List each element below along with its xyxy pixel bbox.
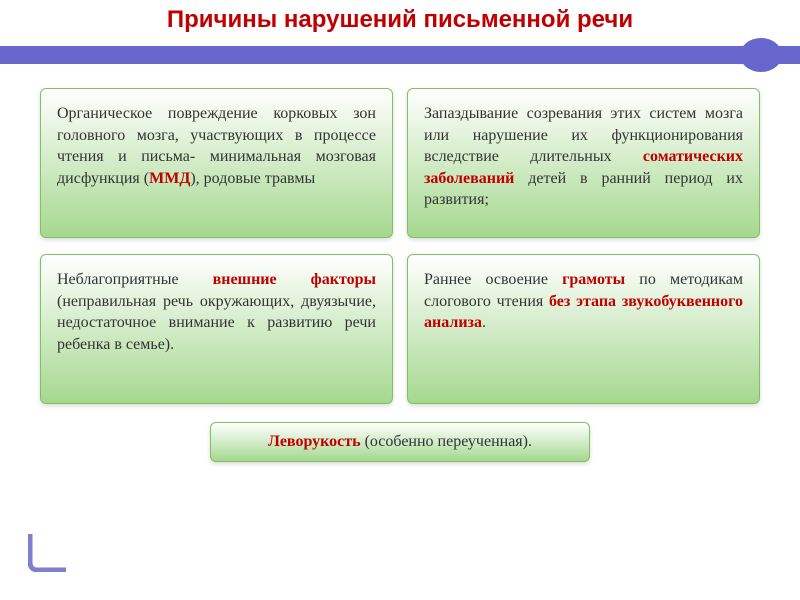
text-highlight: внешние факторы	[213, 271, 376, 288]
title-text: Причины нарушений письменной речи	[167, 6, 633, 33]
text-pre: Неблагоприятные	[57, 271, 213, 288]
text-highlight: ММД	[149, 170, 190, 187]
cause-box-5: Леворукость (особенно переученная).	[210, 422, 590, 462]
text-post: (неправильная речь окружающих, двуязычие…	[57, 293, 376, 353]
divider-cap	[740, 38, 782, 72]
slide-title: Причины нарушений письменной речи	[0, 0, 800, 38]
cause-box-2: Запаздывание созревания этих систем мозг…	[407, 88, 760, 238]
corner-bracket-icon	[28, 532, 68, 572]
text-post: (особенно переученная).	[361, 433, 532, 450]
divider-line	[0, 46, 800, 64]
text-post: ), родовые травмы	[190, 170, 315, 187]
cause-box-4: Раннее освоение грамоты по методикам сло…	[407, 254, 760, 404]
text-highlight: грамоты	[562, 271, 625, 288]
text-pre: Раннее освоение	[424, 271, 562, 288]
divider-bar	[0, 38, 800, 74]
text-highlight: Леворукость	[268, 433, 361, 450]
text-post: .	[482, 314, 486, 331]
cause-box-1: Органическое повреждение корковых зон го…	[40, 88, 393, 238]
causes-grid: Органическое повреждение корковых зон го…	[0, 74, 800, 414]
cause-box-3: Неблагоприятные внешние факторы (неправи…	[40, 254, 393, 404]
